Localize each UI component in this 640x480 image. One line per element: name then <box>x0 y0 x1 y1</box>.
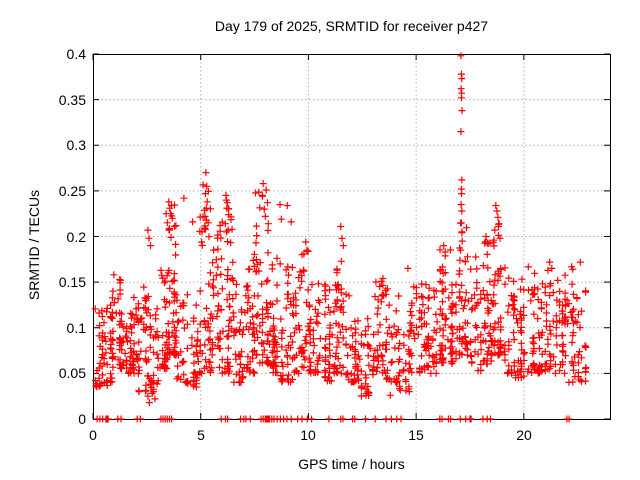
chart-title: Day 179 of 2025, SRMTID for receiver p42… <box>214 18 489 34</box>
y-tick-label-0: 0 <box>78 411 86 427</box>
scatter-points <box>91 52 590 423</box>
x-tick-label-0: 0 <box>89 427 97 443</box>
y-tick-label-01: 0.1 <box>66 320 86 336</box>
x-tick-label-20: 20 <box>516 427 532 443</box>
x-axis-label: GPS time / hours <box>298 456 405 472</box>
y-tick-label-035: 0.35 <box>58 92 86 108</box>
x-tick-label-15: 15 <box>408 427 424 443</box>
y-tick-label-005: 0.05 <box>58 365 86 381</box>
y-tick-label-04: 0.4 <box>66 46 86 62</box>
y-tick-label-02: 0.2 <box>66 229 86 245</box>
x-tick-label-10: 10 <box>300 427 316 443</box>
x-tick-label-5: 5 <box>197 427 205 443</box>
y-tick-label-015: 0.15 <box>58 274 86 290</box>
y-tick-label-025: 0.25 <box>58 183 86 199</box>
y-tick-label-03: 0.3 <box>66 137 86 153</box>
